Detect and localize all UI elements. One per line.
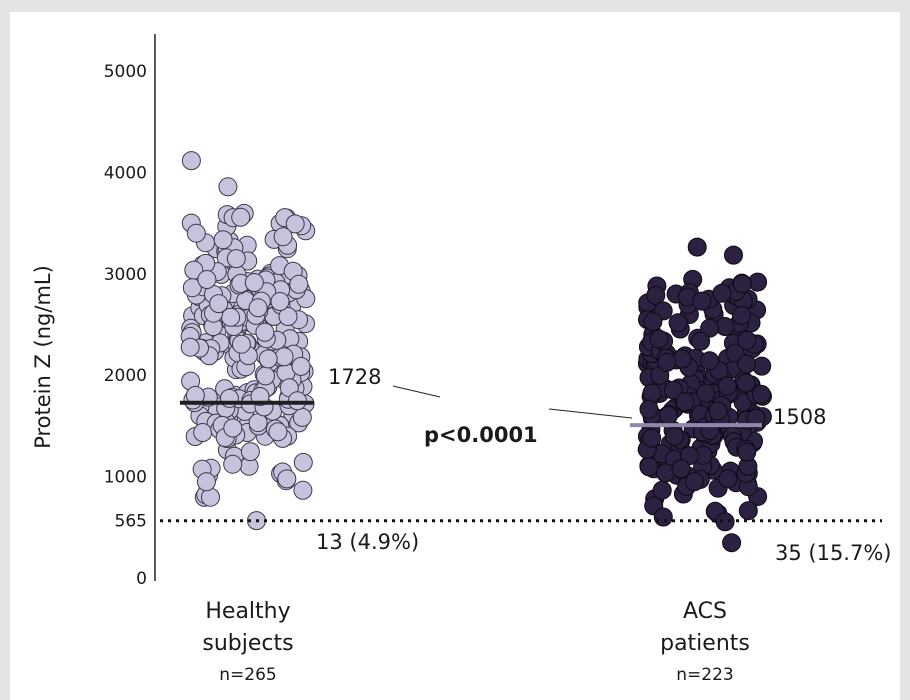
healthy-data-point [181,151,201,171]
acs-data-point [718,469,738,489]
y-tick-label: 2000 [104,366,147,386]
acs-data-point [691,331,711,351]
healthy-dots [180,151,316,531]
connector-right [548,408,633,419]
y-tick-label: 4000 [104,163,147,183]
acs-data-point [724,245,743,265]
acs-data-point [653,507,673,527]
healthy-data-point [289,274,309,294]
acs-data-point [642,428,662,448]
connector-left [392,385,441,398]
acs-data-point [663,380,683,400]
healthy-data-point [218,177,238,197]
acs-data-point [738,501,758,521]
healthy-data-point [180,337,200,357]
acs-data-point [712,283,732,303]
acs-data-point [687,237,707,257]
healthy-data-point [268,422,288,442]
acs-group-line2: patients [660,631,750,656]
healthy-data-point [277,469,297,489]
healthy-data-point [274,347,294,367]
healthy-below-threshold-label: 13 (4.9%) [316,530,419,554]
healthy-data-point [209,294,229,314]
acs-data-point [732,306,751,325]
acs-data-point [736,373,756,393]
healthy-data-point [293,480,313,500]
acs-data-point [639,399,659,419]
healthy-data-point [285,214,305,234]
healthy-data-point [255,322,275,342]
healthy-data-point [213,230,233,250]
y-tick-label: 0 [136,569,147,589]
acs-data-point [722,533,742,553]
acs-data-point [732,274,752,294]
y-tick-label: 565 [115,512,147,532]
acs-median-label: 1508 [773,405,826,429]
acs-data-point [643,312,663,332]
healthy-data-point [270,292,290,311]
healthy-data-point [258,349,278,369]
healthy-n-label: n=265 [219,665,276,685]
acs-data-point [649,329,669,349]
acs-data-point [751,384,771,404]
healthy-data-point [231,334,251,354]
y-tick-labels: 5000 4000 3000 2000 1000 565 0 [104,62,147,589]
healthy-data-point [226,249,246,269]
healthy-median-label: 1728 [328,365,381,389]
healthy-data-point [196,472,216,492]
acs-data-point [642,383,662,403]
healthy-data-point [223,418,243,438]
chart-frame: 5000 4000 3000 2000 1000 565 0 Protein Z (ng/m… [10,12,900,700]
y-tick-label: 1000 [104,468,147,488]
acs-data-point [737,330,757,350]
healthy-data-point [244,273,264,292]
scatter-chart: 5000 4000 3000 2000 1000 565 0 Protein Z (ng/m… [31,34,892,685]
acs-below-threshold-label: 35 (15.7%) [775,541,892,565]
healthy-group-line2: subjects [202,631,293,656]
acs-data-point [700,351,720,371]
healthy-data-point [278,307,298,326]
p-value-label: p<0.0001 [424,423,538,447]
healthy-data-point [223,454,243,474]
acs-data-point [668,313,688,333]
healthy-data-point [231,207,251,227]
healthy-data-point [197,270,217,289]
acs-data-point [692,291,712,311]
acs-data-point [746,408,766,428]
healthy-data-point [273,227,293,247]
y-axis-label: Protein Z (ng/mL) [31,265,55,449]
healthy-data-point [186,223,206,243]
healthy-data-point [248,298,268,318]
y-tick-label: 5000 [104,62,147,82]
acs-data-point [737,442,757,462]
acs-group-line1: ACS [683,599,727,624]
healthy-data-point [182,278,202,298]
healthy-data-point [256,366,275,386]
acs-data-point [700,318,720,338]
acs-data-point [657,352,677,372]
acs-data-point [696,383,716,403]
acs-data-point [671,459,691,479]
acs-data-point [652,480,672,500]
healthy-group-line1: Healthy [205,599,290,624]
acs-data-point [665,426,685,446]
acs-data-point [717,376,737,396]
healthy-data-point [293,452,313,472]
acs-n-label: n=223 [676,665,733,685]
acs-data-point [715,512,735,532]
acs-data-point [737,354,757,374]
y-tick-label: 3000 [104,265,147,285]
acs-data-point [646,285,666,305]
healthy-data-point [193,423,213,442]
acs-data-point [684,472,704,492]
acs-data-point [658,405,678,425]
healthy-data-point [240,442,260,462]
healthy-data-point [291,356,311,376]
acs-data-point [708,401,728,421]
acs-dots [637,237,772,553]
acs-data-point [675,392,695,412]
